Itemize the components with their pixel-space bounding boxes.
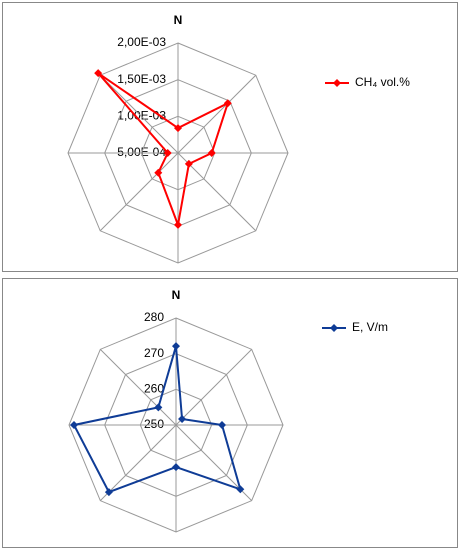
category-label: N [174,13,183,27]
marker [69,421,78,429]
legend-marker [330,324,338,332]
marker [172,342,180,351]
spoke [99,152,179,232]
marker [178,414,187,423]
spoke [99,348,177,426]
marker [163,149,172,157]
category-label: N [172,288,181,302]
marker [104,488,113,497]
marker [207,149,216,157]
marker [174,124,182,133]
spoke [99,74,179,154]
marker [94,69,103,78]
spoke [177,152,257,232]
r-tick-label: 280 [144,310,164,324]
r-tick-label: 260 [144,382,164,396]
panel [2,2,458,272]
legend-marker [333,79,341,87]
spoke [175,348,253,426]
legend-label: CH₄ vol.% [355,75,410,89]
marker [154,403,163,412]
marker [154,168,163,177]
r-tick-label: 2,00E-03 [117,35,166,49]
r-tick-label: 250 [144,417,164,431]
marker [172,463,180,472]
marker [223,99,232,108]
legend-label: E, V/m [352,320,388,334]
marker [236,485,245,494]
marker [174,220,182,229]
r-tick-label: 1,50E-03 [117,72,166,86]
marker [218,421,227,429]
spoke [177,74,257,154]
panel [2,278,458,548]
r-tick-label: 270 [144,346,164,360]
marker [184,159,193,168]
spoke [99,424,177,502]
